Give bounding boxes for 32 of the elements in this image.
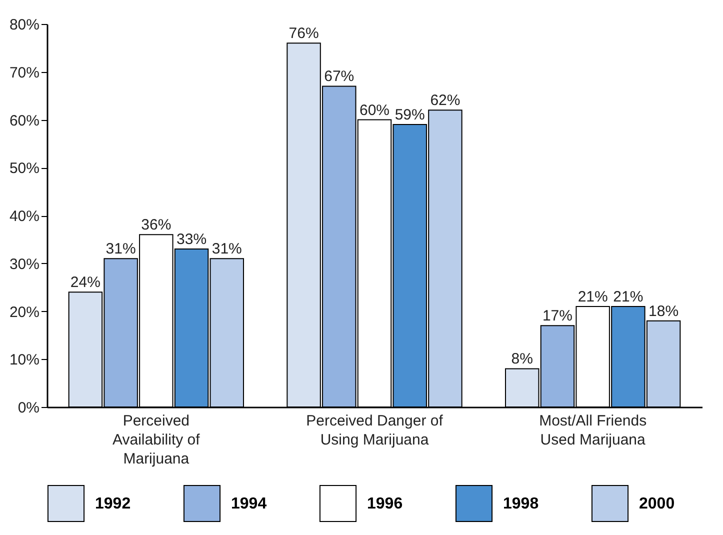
legend-label: 1992 [95,495,131,512]
data-label: 21% [578,288,608,306]
x-tick-label: Perceived Availability of Marijuana [112,412,201,468]
y-tick-label: 0% [18,400,40,416]
data-label: 31% [212,240,242,258]
data-label: 33% [176,231,207,248]
y-tick-label: 30% [9,256,40,273]
x-tick-label: Most/All Friends Used Marijuana [539,412,647,448]
data-label: 62% [430,92,460,110]
data-label: 59% [394,106,425,124]
data-label: 8% [511,350,533,368]
y-tick-label: 20% [9,304,40,321]
data-label: 24% [70,274,100,292]
y-tick-label: 40% [9,208,40,225]
y-tick-label: 60% [9,112,40,130]
data-label: 17% [542,308,572,325]
legend-label: 2000 [639,495,675,512]
data-label: 36% [141,216,172,234]
legend-label: 1998 [503,495,539,512]
y-tick-label: 80% [9,16,40,34]
y-tick-label: 70% [9,64,40,82]
data-label: 67% [324,68,354,86]
y-tick-label: 50% [9,160,40,178]
x-tick-label: Perceived Danger of Using Marijuana [306,412,444,448]
legend-label: 1996 [367,495,403,512]
y-tick-label: 10% [9,352,40,369]
data-label: 21% [613,288,644,306]
data-label: 31% [106,240,136,258]
data-label: 76% [288,25,319,42]
data-label: 60% [359,102,390,119]
data-label: 18% [648,302,679,320]
legend-label: 1994 [231,495,267,512]
